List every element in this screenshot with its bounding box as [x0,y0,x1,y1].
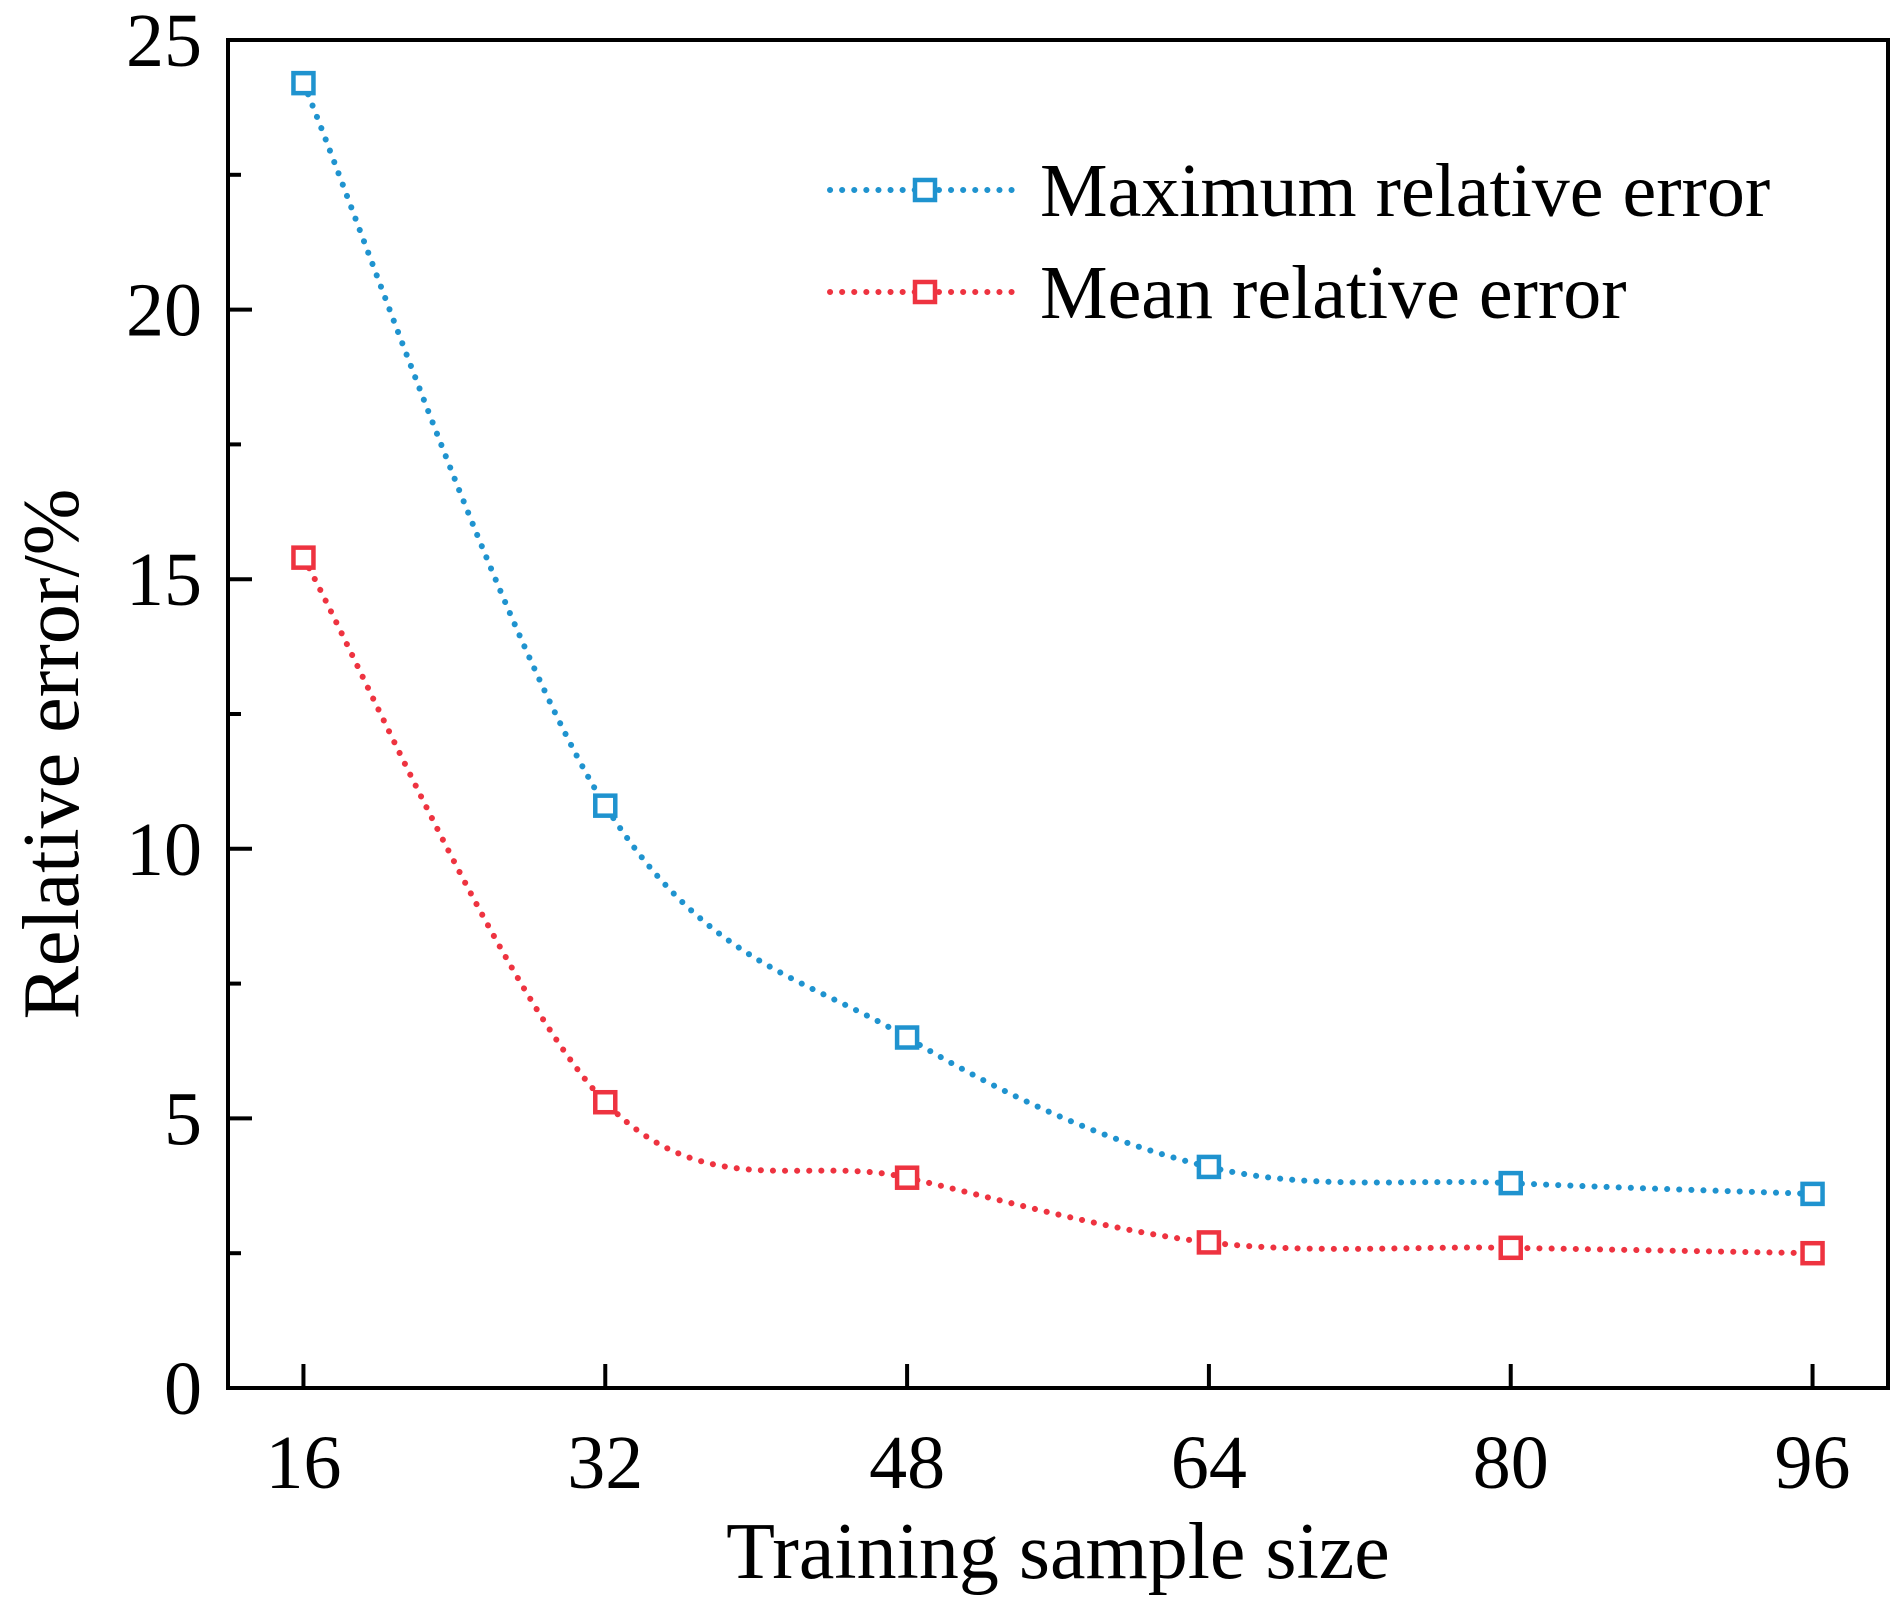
legend-marker-maximum-relative-error [912,177,938,203]
x-tick-label: 80 [1473,1421,1549,1505]
maximum-relative-error-point [593,793,618,818]
maximum-relative-error-point [291,70,316,96]
legend-marker-mean-relative-error [912,279,938,305]
y-tick-label: 15 [126,538,202,622]
mean-relative-error-line [300,554,1816,1257]
plot-frame [226,38,1890,1390]
x-tick-label: 16 [265,1421,341,1505]
mean-relative-error-point [1196,1230,1222,1255]
maximum-relative-error-point [894,1025,920,1050]
legend: Maximum relative error Mean relative erro… [827,149,1770,335]
plot-marks [291,70,1825,1266]
x-tick-label: 64 [1171,1421,1247,1505]
legend-label-maximum-relative-error: Maximum relative error [1040,149,1770,233]
mean-relative-error-point [894,1165,920,1190]
mean-relative-error-point [1800,1240,1825,1266]
y-axis-title: Relative error/% [8,489,96,1020]
legend-label-mean-relative-error: Mean relative error [1040,251,1627,335]
axis-ticks [228,38,1815,1390]
tick-labels: 16 32 48 64 80 96 0 5 10 15 20 25 [126,0,1851,1505]
mean-relative-error-point [593,1089,618,1115]
x-tick-label: 48 [869,1421,945,1505]
maximum-relative-error-point [1800,1181,1825,1207]
maximum-relative-error-line [300,80,1816,1197]
y-tick-label: 5 [164,1077,202,1161]
mean-relative-error-point [291,545,316,570]
y-tick-label: 10 [126,808,202,892]
maximum-relative-error-point [1498,1170,1523,1196]
y-tick-label: 25 [126,0,202,83]
x-tick-label: 32 [567,1421,643,1505]
mean-relative-error-point [1498,1235,1523,1261]
x-tick-label: 96 [1775,1421,1851,1505]
y-tick-label: 0 [164,1347,202,1431]
x-axis-title: Training sample size [726,1508,1390,1596]
maximum-relative-error-point [1196,1154,1222,1180]
y-tick-label: 20 [126,269,202,353]
